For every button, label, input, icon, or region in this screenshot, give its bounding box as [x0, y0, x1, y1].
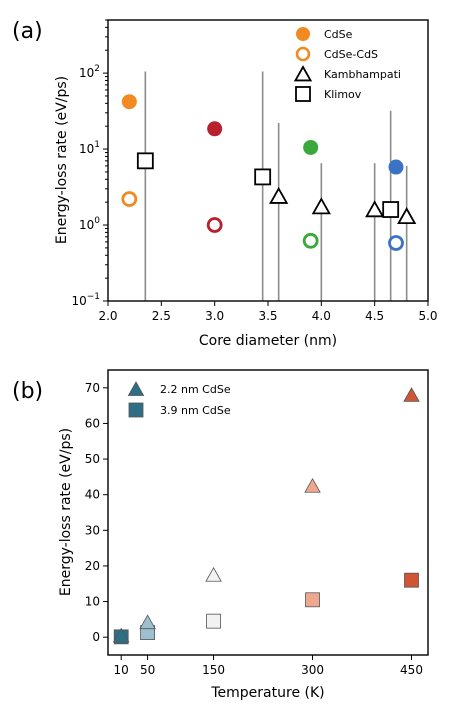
x-tick-label: 3.0	[205, 309, 224, 323]
panel-a-x-axis-label: Core diameter (nm)	[199, 333, 337, 349]
x-tick-label: 4.0	[312, 309, 331, 323]
cdse-2-2nm-point	[139, 614, 156, 630]
cdse-cds-point	[121, 191, 138, 207]
klimov-point	[382, 201, 400, 218]
cdse-3-9nm-point	[305, 592, 320, 608]
panel-b-axes-frame	[107, 369, 429, 656]
kambhampati-point	[311, 197, 331, 215]
panel-a-axes-frame	[107, 19, 429, 302]
y-tick-label: 70	[85, 381, 100, 395]
legend-label: 2.2 nm CdSe	[160, 383, 231, 396]
x-tick-label: 3.5	[258, 309, 277, 323]
x-tick-label: 2.5	[152, 309, 171, 323]
klimov-point	[254, 168, 272, 186]
x-tick-label: 5.0	[418, 309, 437, 323]
cdse-point	[121, 94, 137, 110]
legend-3-9nm-marker	[128, 402, 144, 418]
y-tick-label: 40	[85, 488, 100, 502]
cdse-2-2nm-point	[112, 627, 130, 643]
y-tick-label: 0	[92, 630, 100, 644]
legend-cdse-cds-marker	[295, 46, 311, 62]
legend-cdse-marker	[296, 27, 310, 41]
cdse-point	[207, 121, 223, 137]
legend-label: CdSe	[324, 28, 353, 41]
kambhampati-point	[365, 200, 385, 218]
x-tick-label: 2.0	[98, 309, 117, 323]
y-tick-label: 102	[79, 64, 100, 80]
legend-label: Kambhampati	[324, 68, 401, 81]
legend-kambhampati-marker	[293, 65, 313, 82]
panel-b-plot: 10 50 150 300 450 0 10 20 30 40 50 60 70 2.2 nm CdSe 3…	[85, 381, 423, 677]
klimov-point	[136, 152, 154, 170]
y-tick-label: 101	[79, 140, 100, 156]
legend-2-2nm-marker	[127, 381, 145, 396]
y-tick-label: 100	[79, 216, 100, 232]
cdse-cds-point	[388, 235, 404, 251]
cdse-2-2nm-point	[304, 477, 321, 493]
panel-a-y-axis-label: Energy-loss rate (eV/ps)	[54, 76, 70, 244]
y-tick-label: 50	[85, 452, 100, 466]
cdse-2-2nm-point	[205, 567, 222, 582]
y-tick-label: 10	[85, 595, 100, 609]
cdse-2-2nm-point	[403, 387, 420, 402]
kambhampati-point	[269, 186, 289, 204]
y-tick-label: 60	[85, 416, 100, 430]
y-tick-label: 10−1	[71, 292, 100, 308]
x-tick-label: 300	[301, 663, 324, 677]
x-tick-label: 4.5	[365, 309, 384, 323]
kambhampati-point	[397, 207, 417, 225]
legend-label: 3.9 nm CdSe	[160, 404, 231, 417]
cdse-cds-point	[302, 232, 319, 249]
y-tick-label: 20	[85, 559, 100, 573]
cdse-3-9nm-point	[206, 613, 221, 629]
x-tick-label: 150	[202, 663, 225, 677]
x-tick-label: 10	[114, 663, 129, 677]
panel-a-label: (a)	[12, 19, 43, 44]
cdse-cds-point	[206, 217, 223, 233]
panel-b-label: (b)	[12, 379, 43, 404]
legend-label: CdSe-CdS	[324, 48, 378, 61]
x-tick-label: 450	[400, 663, 423, 677]
legend-label: Klimov	[324, 88, 362, 101]
cdse-point	[388, 159, 404, 175]
panel-b-y-axis-label: Energy-loss rate (eV/ps)	[58, 428, 74, 596]
legend-klimov-marker	[295, 86, 311, 102]
cdse-point	[303, 139, 319, 155]
y-tick-label: 30	[85, 523, 100, 537]
x-tick-label: 50	[140, 663, 155, 677]
panel-a-plot: 2.0 2.5 3.0 3.5 4.0 4.5 5.0 10−1 100 101 102 CdSe Cd…	[71, 19, 438, 323]
panel-b-x-axis-label: Temperature (K)	[210, 685, 324, 701]
cdse-3-9nm-point	[404, 572, 419, 588]
